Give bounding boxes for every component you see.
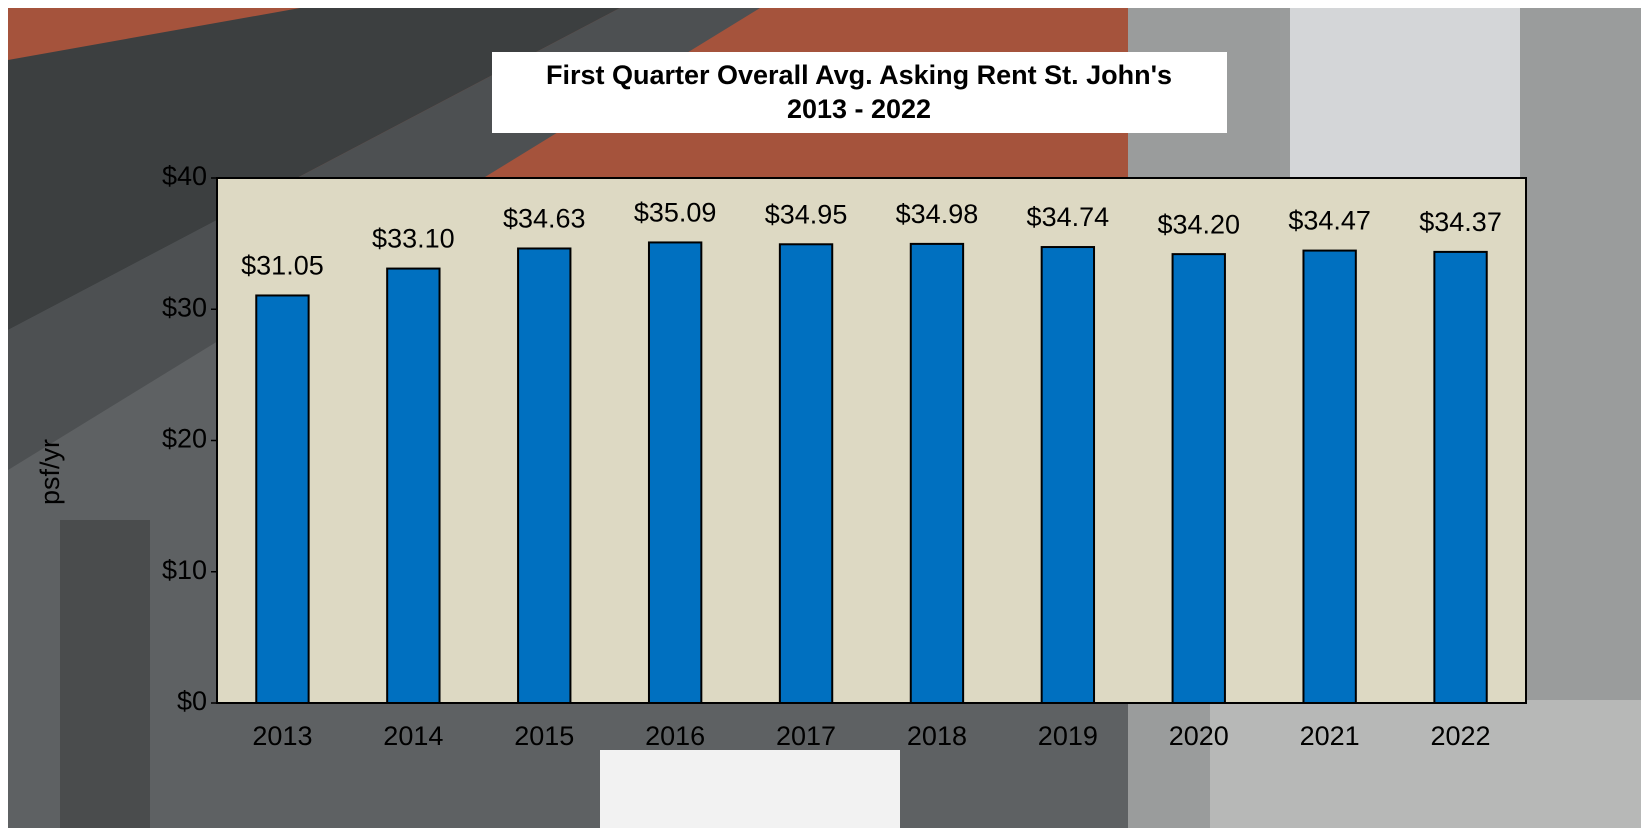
x-tick-label: 2018 xyxy=(907,721,967,751)
y-tick-label: $20 xyxy=(162,424,207,454)
y-tick-label: $30 xyxy=(162,292,207,322)
bar xyxy=(1040,246,1096,704)
bar xyxy=(517,247,572,704)
bar xyxy=(1433,250,1488,705)
x-tick-label: 2016 xyxy=(645,721,705,751)
data-label: $33.10 xyxy=(372,224,455,254)
data-label: $34.98 xyxy=(896,199,979,229)
chart-subtitle: 2013 - 2022 xyxy=(787,94,931,124)
data-label: $31.05 xyxy=(241,251,324,281)
data-label: $34.37 xyxy=(1419,207,1502,237)
bar xyxy=(1171,253,1226,704)
bar xyxy=(255,294,310,704)
data-label: $34.47 xyxy=(1288,206,1371,236)
x-tick-label: 2014 xyxy=(383,721,443,751)
bar xyxy=(386,267,441,704)
title-box xyxy=(492,52,1227,133)
data-label: $35.09 xyxy=(634,198,717,228)
y-axis-label: psf/yr xyxy=(35,439,65,505)
y-tick-label: $10 xyxy=(162,555,207,585)
bar xyxy=(647,241,703,704)
x-tick-label: 2013 xyxy=(252,721,312,751)
y-tick-label: $40 xyxy=(162,161,207,191)
data-label: $34.74 xyxy=(1027,202,1110,232)
x-tick-label: 2017 xyxy=(776,721,836,751)
x-tick-label: 2022 xyxy=(1431,721,1491,751)
bar xyxy=(1302,249,1357,705)
chart-title: First Quarter Overall Avg. Asking Rent S… xyxy=(546,60,1172,90)
x-tick-label: 2020 xyxy=(1169,721,1229,751)
data-label: $34.95 xyxy=(765,199,848,229)
x-tick-label: 2021 xyxy=(1300,721,1360,751)
x-tick-label: 2019 xyxy=(1038,721,1098,751)
bar xyxy=(909,242,965,704)
data-label: $34.20 xyxy=(1157,209,1240,239)
data-label: $34.63 xyxy=(503,204,586,234)
y-tick-label: $0 xyxy=(177,686,207,716)
bar xyxy=(778,243,834,704)
x-tick-label: 2015 xyxy=(514,721,574,751)
